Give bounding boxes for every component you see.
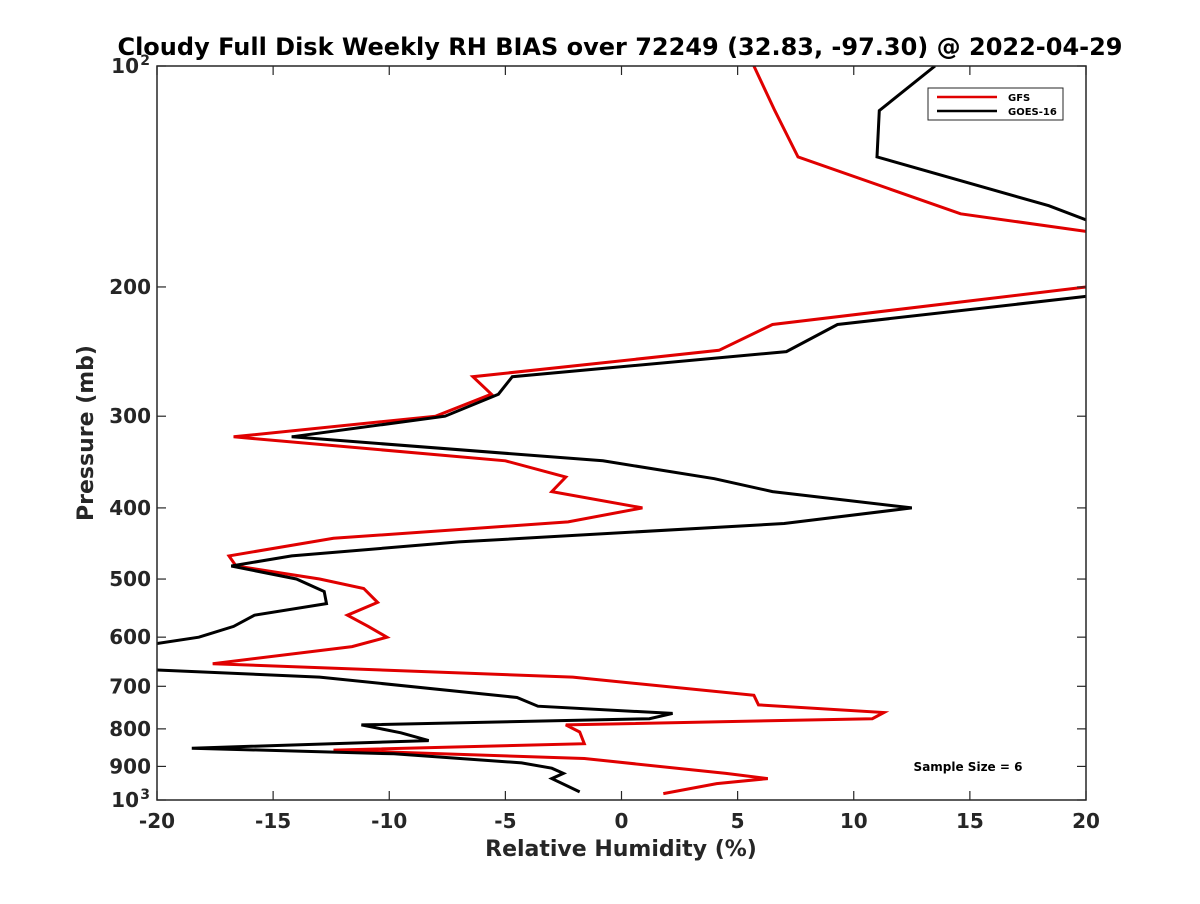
x-tick-label: -15 [255,809,291,833]
series-layer [157,66,1086,796]
x-axis: -20 -15 -10 -5 0 5 10 15 20 [139,66,1100,833]
x-tick-label: 5 [731,809,745,833]
y-tick-exponent: 2 [140,53,150,69]
x-tick-label: -10 [371,809,407,833]
x-tick-label: -5 [494,809,516,833]
y-tick-label: 300 [109,404,151,428]
x-tick-label: 15 [956,809,984,833]
y-tick-label: 800 [109,717,151,741]
y-axis-label: Pressure (mb) [74,345,99,521]
legend-frame [927,87,1064,121]
chart-title: Cloudy Full Disk Weekly RH BIAS over 722… [117,33,1122,61]
series-line-goes-16 [157,66,1086,794]
y-tick-label: 500 [109,567,151,591]
x-tick-label: 0 [615,809,629,833]
sample-size-annotation: Sample Size = 6 [914,760,1023,774]
y-tick-exponent: 3 [140,787,150,803]
y-tick-label: 900 [109,754,151,778]
x-tick-label: 10 [840,809,868,833]
x-tick-label: -20 [139,809,175,833]
series-line-gfs [212,66,1086,796]
legend: GFS GOES-16 [927,87,1064,121]
y-tick-label: 10 [111,54,139,78]
y-tick-label: 700 [109,674,151,698]
y-tick-label: 200 [109,275,151,299]
legend-label: GFS [1008,93,1030,104]
x-tick-label: 20 [1072,809,1100,833]
y-tick-label: 10 [111,788,139,812]
legend-label: GOES-16 [1008,107,1057,118]
x-axis-label: Relative Humidity (%) [485,837,757,862]
y-tick-label: 400 [109,496,151,520]
y-tick-label: 600 [109,625,151,649]
